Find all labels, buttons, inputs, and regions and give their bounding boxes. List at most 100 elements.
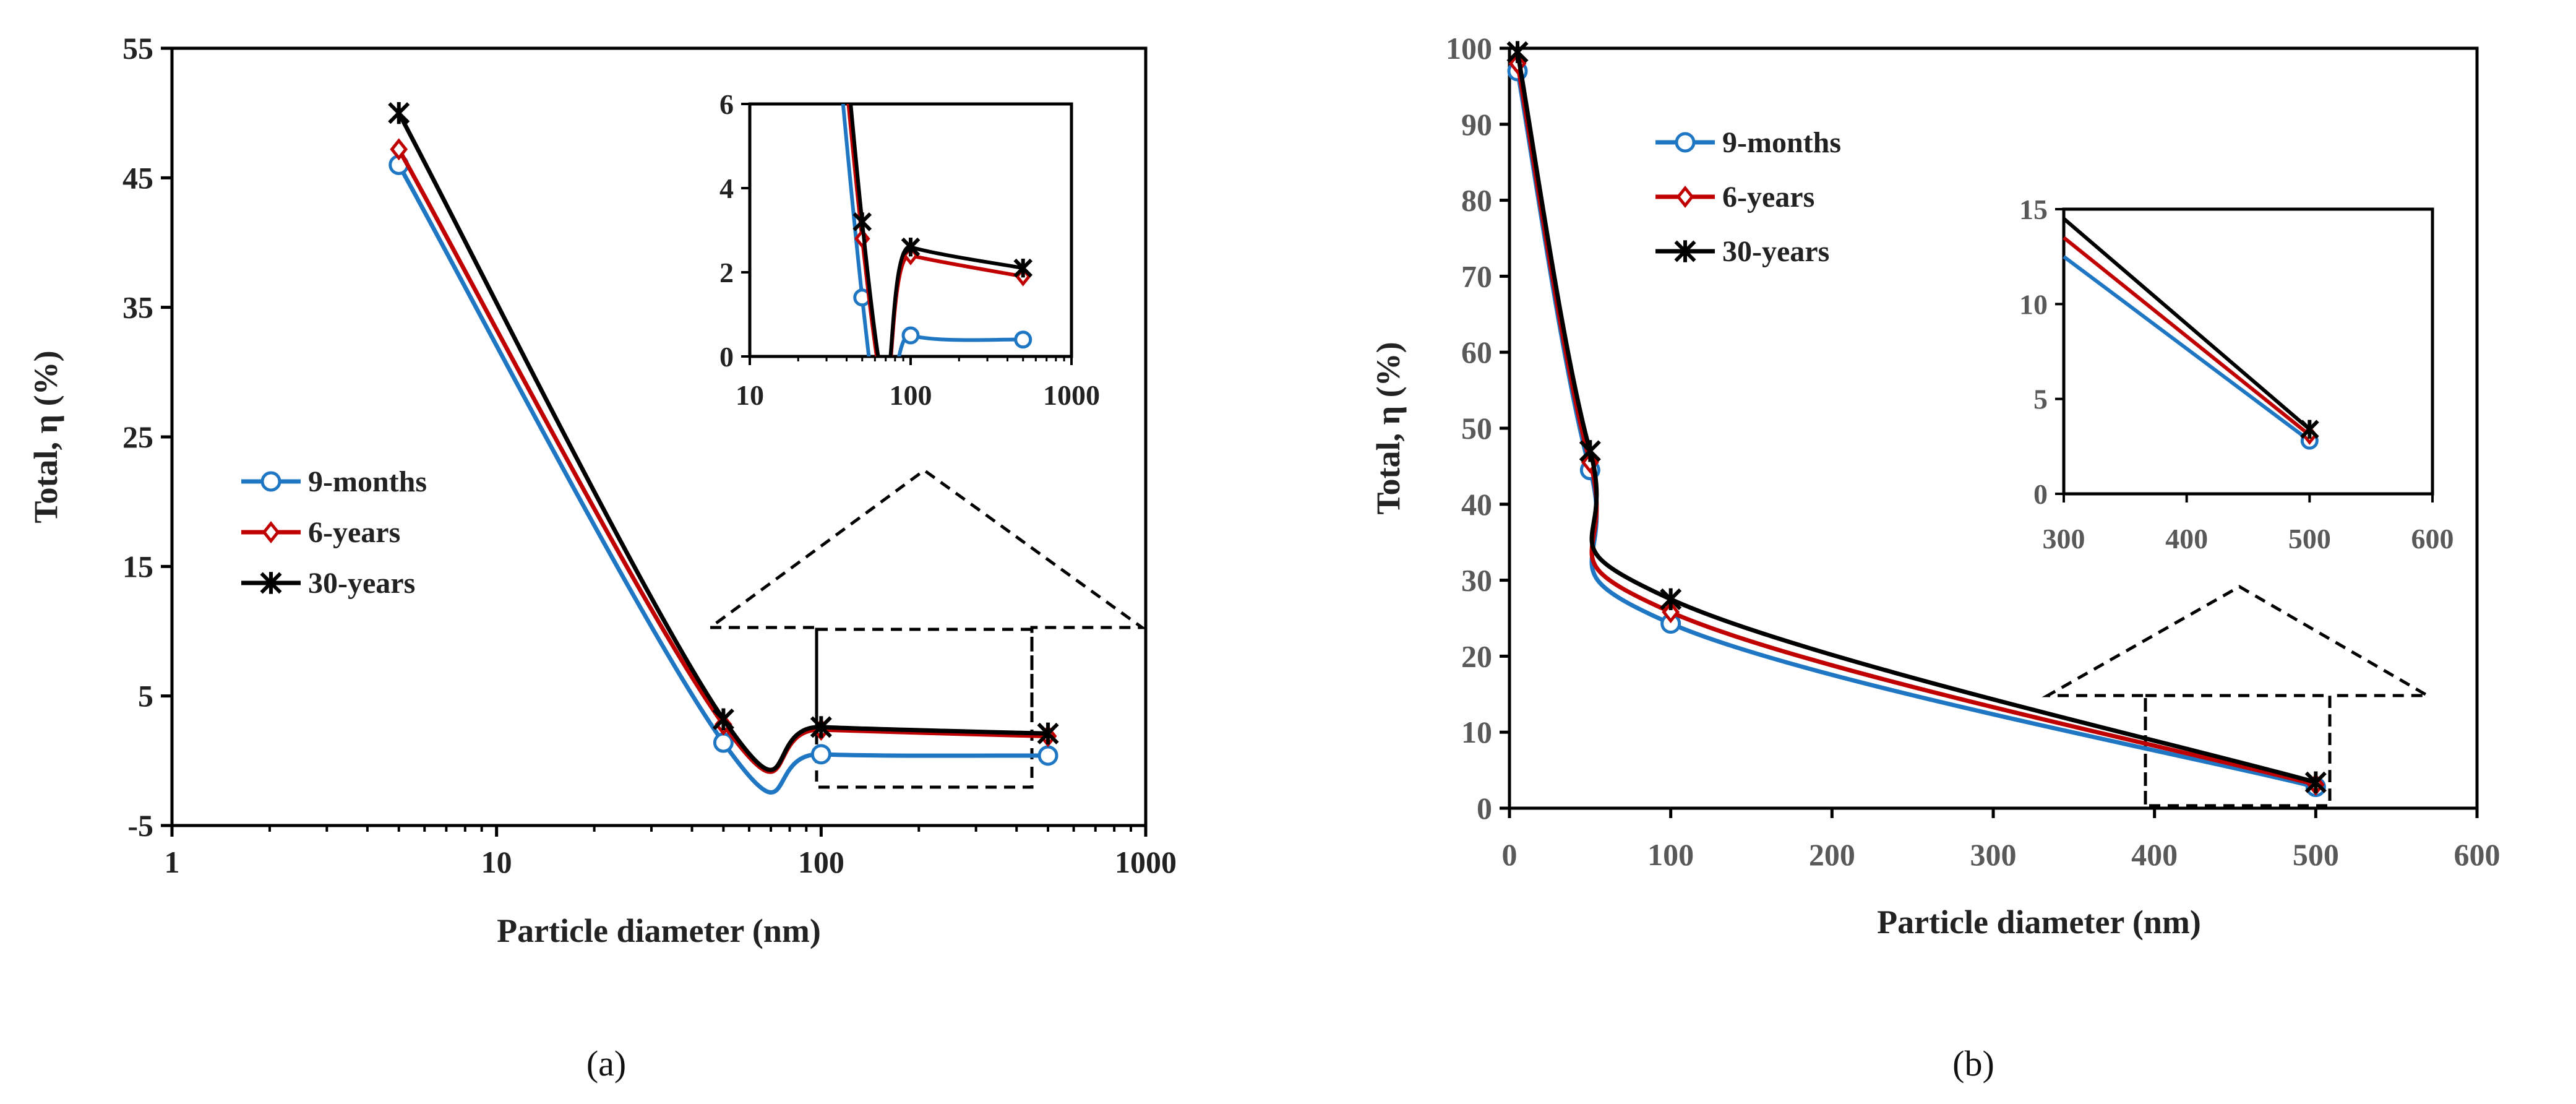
panel-b-legend-label-0: 9-months <box>1722 126 1841 159</box>
panel-a-legend-label-2: 30-years <box>308 567 415 600</box>
panel-b-marker-30-years-1 <box>1579 440 1601 462</box>
panel-a-inset-plot-area <box>748 102 1073 358</box>
panel-b-inset-marker-30-years <box>2300 420 2319 439</box>
panel-b-xtick-label-6: 600 <box>2454 837 2501 872</box>
panel-b-marker-30-years-2-stroke <box>1660 588 1682 611</box>
panel-a-inset-xtick-label-2: 1000 <box>1043 379 1100 411</box>
panel-a-marker-30-years-2-stroke <box>810 716 832 738</box>
panel-b-ytick-label-6: 60 <box>1461 335 1492 369</box>
panel-b-xtick-label-1: 100 <box>1647 837 1694 872</box>
panel-a-marker-9-months-3 <box>1037 745 1058 766</box>
panel-b-ytick-label-5: 50 <box>1461 411 1492 446</box>
panel-b-ytick-label-1: 10 <box>1461 715 1492 749</box>
panel-a-inset-marker-30-years-1 <box>852 212 872 231</box>
panel-a-series-line-30-years <box>397 112 1049 772</box>
panel-b-ytick-label-8: 80 <box>1461 183 1492 218</box>
panel-a-marker-30-years-0 <box>388 101 410 124</box>
panel-a-marker-30-years-1 <box>712 708 734 731</box>
panel-a-ytick-label-0: -5 <box>127 808 153 843</box>
panel-b-ytick-label-0: 0 <box>1477 791 1492 826</box>
panel-b-ytick-label-3: 30 <box>1461 563 1492 598</box>
panel-b-inset-ytick-label-1: 5 <box>2033 384 2048 415</box>
panel-b-ytick-label-2: 20 <box>1461 639 1492 673</box>
panel-a-inset-xtick-label-1: 100 <box>890 379 932 411</box>
panel-b-inset-series-line-30-years <box>2063 217 2311 431</box>
panel-a-ytick-label-3: 25 <box>122 420 153 454</box>
panel-b-marker-30-years-2 <box>1660 588 1682 611</box>
panel-b-inset-series-line-6-years <box>2063 236 2311 437</box>
panel-b-marker-30-years-3 <box>2304 771 2327 793</box>
panel-b-series-line-30-years <box>1515 51 2317 785</box>
panel-b-inset-plot-area <box>2062 207 2434 496</box>
panel-b-marker-30-years-1-stroke <box>1579 440 1601 462</box>
panel-b-xtick-label-0: 0 <box>1502 837 1518 872</box>
panel-a-marker-30-years-2 <box>810 716 832 738</box>
panel-b-xtick-label-5: 500 <box>2293 837 2339 872</box>
panel-a-inset-marker-30-years-3-stroke <box>1013 258 1033 278</box>
panel-a-inset-ytick-label-2: 4 <box>719 173 734 204</box>
panel-a-marker-30-years-0-stroke <box>388 101 410 124</box>
panel-b-inset-series-line-9-months <box>2063 255 2311 442</box>
panel-a-zoom-arrow <box>705 468 1147 718</box>
panel-a-inset-xtick-label-0: 10 <box>736 379 764 411</box>
panel-b-ytick-label-10: 100 <box>1446 31 1492 66</box>
panel-b-inset-xtick-label-1: 400 <box>2165 523 2208 554</box>
panel-a-legend-label-0: 9-months <box>308 465 427 498</box>
panel-b-marker-30-years-0-stroke <box>1506 41 1529 63</box>
panel-a-inset-ytick-label-0: 0 <box>719 341 734 373</box>
panel-a-legend-marker-0 <box>260 471 281 492</box>
panel-a-xtick-label-2: 100 <box>798 845 844 879</box>
panel-a-marker-30-years-3-stroke <box>1037 722 1059 745</box>
panel-a-legend-marker-2-stroke <box>260 572 282 594</box>
panel-b-ylabel: Total, η (%) <box>1370 342 1407 514</box>
panel-b-legend-marker-1 <box>1676 185 1694 209</box>
panel-b-inset-xtick-label-3: 600 <box>2411 523 2454 554</box>
panel-a-ylabel: Total, η (%) <box>27 350 64 523</box>
panel-a-marker-9-months-2 <box>810 744 831 765</box>
panel-a-legend-marker-1 <box>262 520 280 544</box>
panel-b-inset-marker-30-years-stroke <box>2300 420 2319 439</box>
panel-a-inset-marker-30-years-3 <box>1013 258 1033 278</box>
panel-a-marker-6-years-0 <box>390 138 408 161</box>
panel-a-xtick-label-3: 1000 <box>1115 845 1177 879</box>
panel-a-series-line-9-months <box>397 163 1049 795</box>
panel-b-xtick-label-2: 200 <box>1809 837 1855 872</box>
panel-a-xtick-label-0: 1 <box>165 845 180 879</box>
panel-a-inset-ytick-label-3: 6 <box>719 88 734 120</box>
panel-a-marker-30-years-1-stroke <box>712 708 734 731</box>
panel-b-legend-marker-2-stroke <box>1674 240 1696 262</box>
panel-a-zoom-box <box>815 627 1034 789</box>
panel-b-xtick-label-3: 300 <box>1970 837 2017 872</box>
panel-a-inset-marker-30-years-2 <box>901 237 921 257</box>
panel-a-inset-series <box>841 104 1033 356</box>
panel-a-ytick-label-4: 35 <box>122 290 153 325</box>
panel-a-inset-ytick-label-1: 2 <box>719 257 734 288</box>
panel-a-legend-label-1: 6-years <box>308 516 400 549</box>
panel-b-marker-30-years-3-stroke <box>2304 771 2327 793</box>
panel-a-inset-marker-9-months-2 <box>901 326 920 345</box>
panel-b-xtick-label-4: 400 <box>2131 837 2178 872</box>
panel-b-marker-6-years-2 <box>1662 601 1680 624</box>
panel-a-ytick-label-2: 15 <box>122 549 153 584</box>
panel-a-ytick-label-5: 45 <box>122 160 153 195</box>
panel-b-ytick-label-7: 70 <box>1461 259 1492 293</box>
panel-b-legend-label-2: 30-years <box>1722 235 1829 268</box>
panel-b-legend-label-1: 6-years <box>1722 181 1814 213</box>
panel-a-legend-marker-2 <box>260 572 282 594</box>
panel-a-xtick-label-1: 10 <box>481 845 512 879</box>
panel-b-xlabel: Particle diameter (nm) <box>1877 903 2201 941</box>
panel-a-ytick-label-1: 5 <box>138 679 153 714</box>
panel-b-ytick-label-4: 40 <box>1461 487 1492 522</box>
panel-a-ytick-label-6: 55 <box>122 31 153 66</box>
panel-b-marker-30-years-0 <box>1506 41 1529 63</box>
panel-b-inset: 0 5 10 15 300 400 500 600 <box>2019 194 2454 554</box>
panel-a-xlabel: Particle diameter (nm) <box>497 912 821 949</box>
panel-b-legend-marker-0 <box>1675 132 1696 153</box>
panel-b-inset-ytick-label-0: 0 <box>2033 478 2048 510</box>
panel-b-legend-marker-2 <box>1674 240 1696 262</box>
panel-a-marker-30-years-3 <box>1037 722 1059 745</box>
panel-b-ytick-label-9: 90 <box>1461 107 1492 142</box>
